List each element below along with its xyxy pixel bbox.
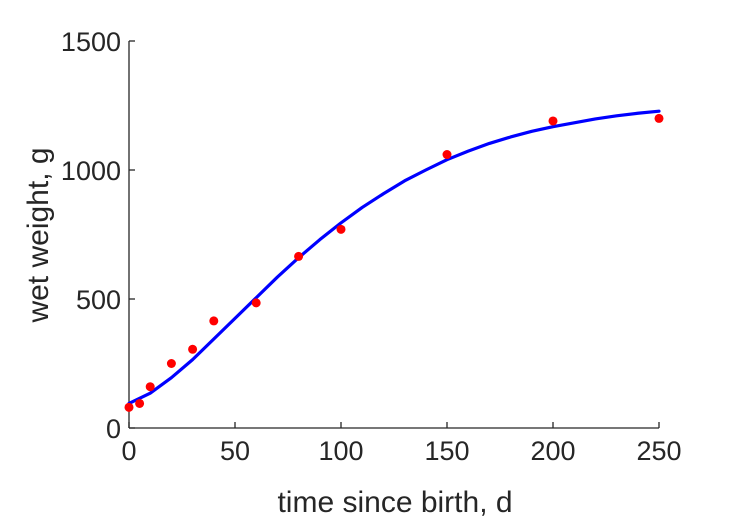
data-point <box>188 344 198 354</box>
x-tick-label: 200 <box>530 436 575 466</box>
x-tick-label: 0 <box>121 436 136 466</box>
axes: 0 50 100 150 200 250 0 500 1000 1500 <box>61 27 682 466</box>
x-tick-label: 50 <box>220 436 250 466</box>
data-point <box>145 382 155 392</box>
data-point <box>209 316 219 326</box>
fit-line <box>127 109 661 406</box>
data-point <box>548 116 558 126</box>
x-axis-label: time since birth, d <box>277 486 512 519</box>
y-tick-label: 1500 <box>61 27 121 57</box>
plot-area <box>124 109 664 412</box>
y-tick-label: 500 <box>76 285 121 315</box>
data-point <box>654 113 664 123</box>
x-tick-label: 100 <box>318 436 363 466</box>
data-point <box>442 150 452 160</box>
y-axis-label: wet weight, g <box>22 147 55 323</box>
data-point <box>166 359 176 368</box>
data-point <box>135 398 145 408</box>
y-tick-label: 0 <box>106 414 121 444</box>
y-tick-label: 1000 <box>61 156 121 186</box>
data-point <box>124 402 134 412</box>
data-point <box>336 224 346 234</box>
data-point <box>294 251 304 261</box>
data-point <box>251 298 261 308</box>
x-tick-label: 150 <box>424 436 469 466</box>
x-tick-label: 250 <box>636 436 681 466</box>
